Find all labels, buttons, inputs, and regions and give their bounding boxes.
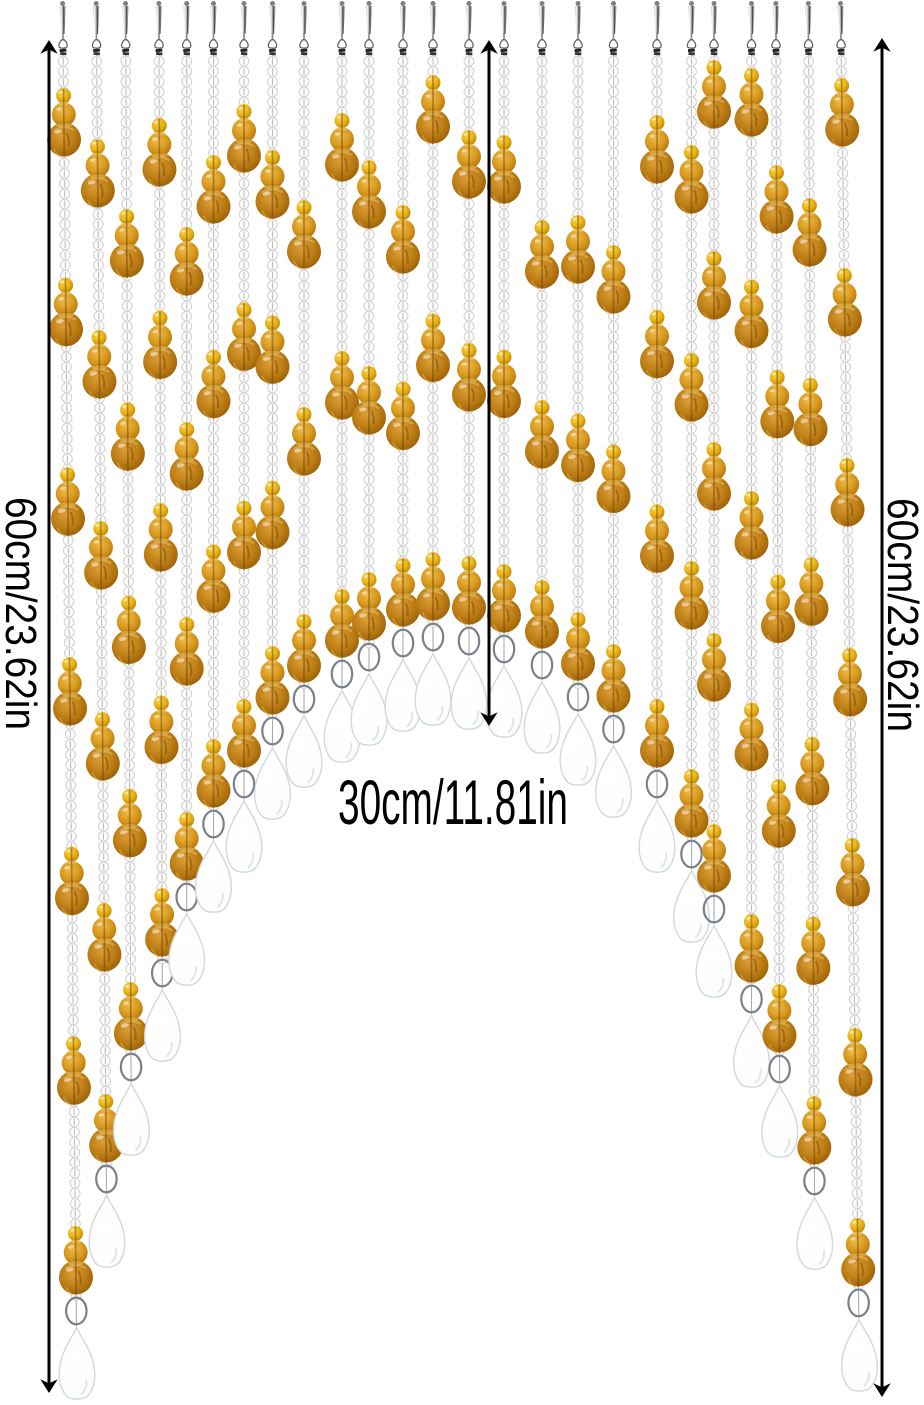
svg-text:60cm/23.62in: 60cm/23.62in — [878, 498, 924, 732]
svg-text:30cm/11.81in: 30cm/11.81in — [338, 768, 568, 838]
svg-text:60cm/23.62in: 60cm/23.62in — [0, 497, 45, 730]
